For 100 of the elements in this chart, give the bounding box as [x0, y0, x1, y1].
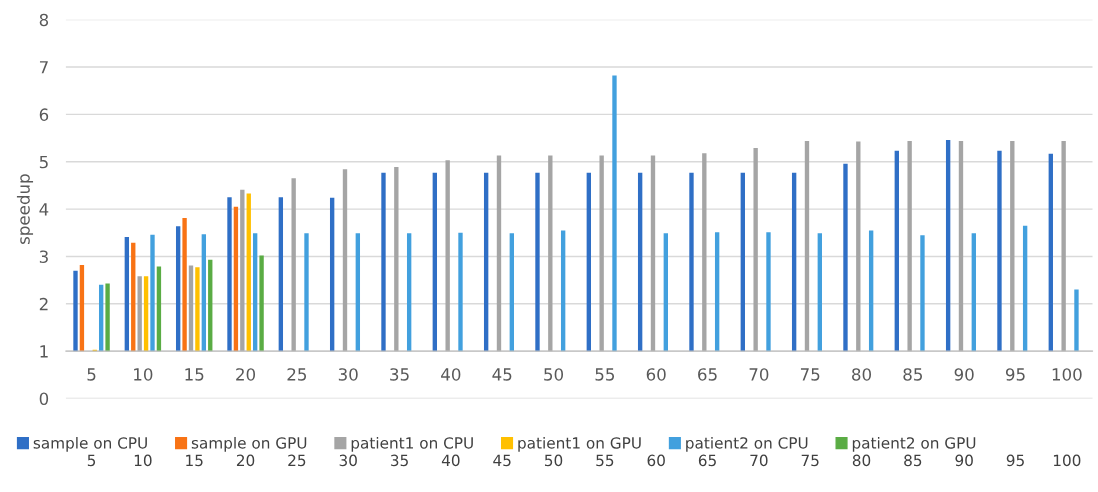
bar	[766, 232, 771, 352]
bar	[291, 178, 296, 352]
bar	[945, 139, 951, 352]
y-tick-label: 2	[39, 297, 48, 311]
x-tick-label: 55	[595, 368, 615, 381]
bar	[445, 160, 450, 352]
x-tick-label: 10	[134, 368, 153, 381]
bar	[246, 193, 251, 352]
category-label: 35	[390, 454, 408, 467]
bar	[432, 172, 438, 352]
bar	[131, 242, 136, 352]
x-tick-label: 80	[852, 368, 872, 381]
category-label: 50	[544, 454, 563, 467]
bar	[156, 266, 162, 352]
bar	[458, 232, 463, 352]
y-tick-label: 7	[39, 61, 48, 74]
bar	[920, 235, 925, 352]
bar	[252, 233, 258, 352]
bar	[894, 150, 899, 352]
x-tick-label: 100	[1052, 368, 1082, 381]
bar	[98, 284, 104, 352]
legend-label: patient1 on CPU	[351, 436, 473, 452]
bar	[804, 140, 810, 352]
bar	[124, 237, 130, 352]
bar	[381, 172, 386, 352]
bar	[150, 234, 155, 352]
bar	[997, 150, 1002, 352]
category-label: 5	[87, 454, 96, 467]
category-label: 90	[955, 454, 973, 467]
bar	[329, 197, 335, 352]
x-tick-label: 65	[698, 368, 717, 381]
category-label: 25	[288, 454, 306, 467]
y-tick-label: 0	[39, 392, 49, 406]
bar	[663, 233, 668, 352]
bar	[843, 163, 848, 352]
bar	[79, 264, 85, 352]
category-label: 95	[1006, 454, 1024, 467]
bar	[560, 230, 566, 352]
bar	[240, 189, 245, 352]
bar	[612, 75, 617, 352]
bar	[650, 155, 656, 352]
bar	[342, 169, 348, 352]
x-tick-label: 60	[646, 368, 666, 381]
bar	[702, 153, 707, 352]
bar	[637, 172, 643, 352]
bar	[535, 172, 540, 352]
category-label: 45	[493, 454, 511, 467]
category-label: 55	[596, 454, 614, 467]
legend-label: sample on GPU	[191, 436, 307, 452]
x-tick-label: 20	[236, 368, 256, 381]
category-label: 20	[236, 454, 255, 467]
bar	[201, 234, 207, 352]
bar	[195, 267, 200, 352]
category-label: 65	[698, 454, 716, 467]
legend-label: patient1 on GPU	[518, 436, 641, 452]
bar	[740, 172, 745, 352]
category-label: 15	[186, 454, 203, 467]
x-tick-label: 40	[441, 368, 461, 381]
bar	[259, 255, 264, 352]
legend-label: sample on CPU	[33, 436, 147, 452]
x-tick-label: 45	[492, 368, 512, 381]
bar	[355, 233, 361, 352]
bar	[714, 232, 720, 352]
bar	[1061, 140, 1066, 352]
bar	[105, 283, 110, 352]
x-tick-label: 35	[390, 368, 409, 381]
x-tick-label: 25	[287, 368, 307, 381]
bar	[1022, 225, 1028, 352]
y-tick-label: 4	[39, 203, 49, 216]
bar	[907, 140, 912, 352]
x-tick-label: 5	[87, 368, 96, 381]
bar	[958, 140, 964, 352]
y-tick-label: 1	[40, 345, 48, 358]
bar	[548, 155, 553, 352]
bar	[188, 265, 194, 352]
bar	[1010, 140, 1015, 352]
x-tick-label: 70	[749, 368, 769, 381]
x-tick-label: 15	[185, 368, 204, 381]
category-label: 100	[1053, 454, 1081, 467]
bar	[496, 155, 502, 352]
bar	[73, 270, 78, 352]
x-tick-label: 85	[903, 368, 922, 381]
bar	[753, 148, 758, 352]
legend-label: patient2 on GPU	[852, 436, 976, 452]
bar	[394, 166, 399, 352]
bar	[483, 172, 489, 352]
bar	[182, 218, 187, 352]
bar	[856, 141, 861, 352]
bar	[971, 233, 976, 352]
bar	[689, 172, 694, 352]
category-label: 60	[647, 454, 665, 467]
bar	[868, 230, 874, 352]
bar	[817, 233, 822, 352]
y-tick-label: 8	[39, 13, 49, 27]
bar	[1074, 289, 1079, 352]
bar	[175, 226, 181, 352]
category-label: 40	[441, 454, 460, 467]
x-tick-label: 95	[1005, 368, 1025, 381]
bar	[227, 197, 232, 352]
legend-label: patient2 on CPU	[686, 436, 808, 452]
